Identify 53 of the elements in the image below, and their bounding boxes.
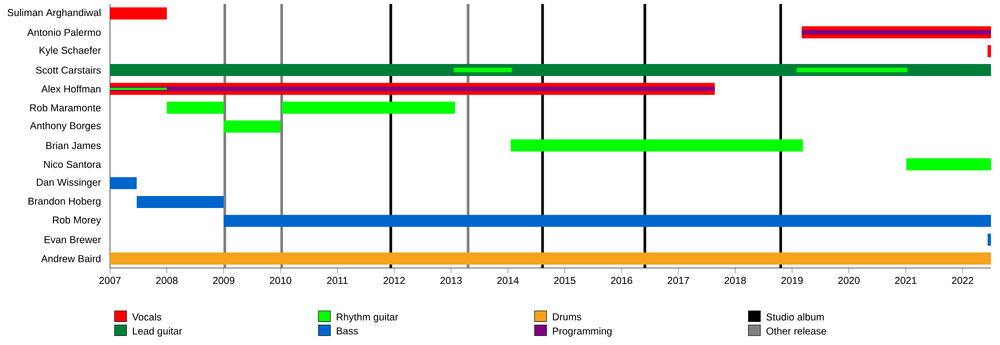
x-tick-label: 2008 xyxy=(156,276,178,284)
x-tick-label: 2007 xyxy=(99,276,121,284)
x-tick-label: 2012 xyxy=(384,276,405,284)
y-tick-label: Suliman Arghandiwal xyxy=(8,8,100,18)
bar xyxy=(110,7,167,20)
bar xyxy=(110,252,991,265)
y-tick-label: Antonio Palermo xyxy=(27,28,101,36)
x-tick-label: 2021 xyxy=(895,276,916,284)
y-tick-label: Brian James xyxy=(46,142,101,150)
x-tick-label: 2015 xyxy=(554,276,576,284)
legend-label: Studio album xyxy=(766,313,824,321)
x-tick-label: 2014 xyxy=(497,276,519,284)
bar xyxy=(796,68,908,72)
bar xyxy=(988,45,991,58)
y-tick-label: Andrew Baird xyxy=(41,254,100,262)
x-tick-label: 2022 xyxy=(952,276,974,284)
bar xyxy=(166,102,224,114)
x-tick-label: 2009 xyxy=(213,276,234,284)
legend-label: Programming xyxy=(552,327,612,337)
y-tick-label: Rob Maramonte xyxy=(30,104,101,112)
y-tick-label: Dan Wissinger xyxy=(36,178,101,188)
x-tick-label: 2011 xyxy=(327,276,348,284)
legend-label: Vocals xyxy=(132,313,162,321)
legend-label: Drums xyxy=(552,313,582,320)
bar xyxy=(224,120,281,133)
x-tick-label: 2010 xyxy=(270,276,292,284)
y-tick-label: Nico Santora xyxy=(44,160,102,168)
legend-label: Rhythm guitar xyxy=(336,313,398,323)
y-tick-label: Brandon Hoberg xyxy=(28,197,100,207)
bar xyxy=(988,234,991,246)
y-tick-label: Rob Morey xyxy=(53,216,102,226)
bar xyxy=(802,30,991,35)
y-tick-label: Evan Brewer xyxy=(44,236,101,244)
legend-label: Lead guitar xyxy=(132,327,182,337)
x-tick-label: 2019 xyxy=(781,276,803,284)
legend-label: Other release xyxy=(766,327,826,335)
y-tick-label: Scott Carstairs xyxy=(36,66,101,74)
y-tick-label: Kyle Schaefer xyxy=(40,46,101,56)
bar xyxy=(906,158,991,170)
x-tick-label: 2018 xyxy=(724,276,746,284)
y-tick-label: Alex Hoffman xyxy=(41,85,100,93)
bar xyxy=(110,64,991,76)
bar xyxy=(224,214,991,227)
x-tick-label: 2013 xyxy=(440,276,462,284)
legend-label: Bass xyxy=(336,327,358,334)
x-tick-label: 2016 xyxy=(610,276,632,284)
x-tick-label: 2017 xyxy=(668,276,690,284)
y-tick-label: Anthony Borges xyxy=(30,122,101,132)
bar xyxy=(510,139,803,152)
bar xyxy=(136,196,224,208)
bar xyxy=(110,177,137,190)
x-tick-label: 2020 xyxy=(838,276,860,284)
bar xyxy=(110,86,715,92)
